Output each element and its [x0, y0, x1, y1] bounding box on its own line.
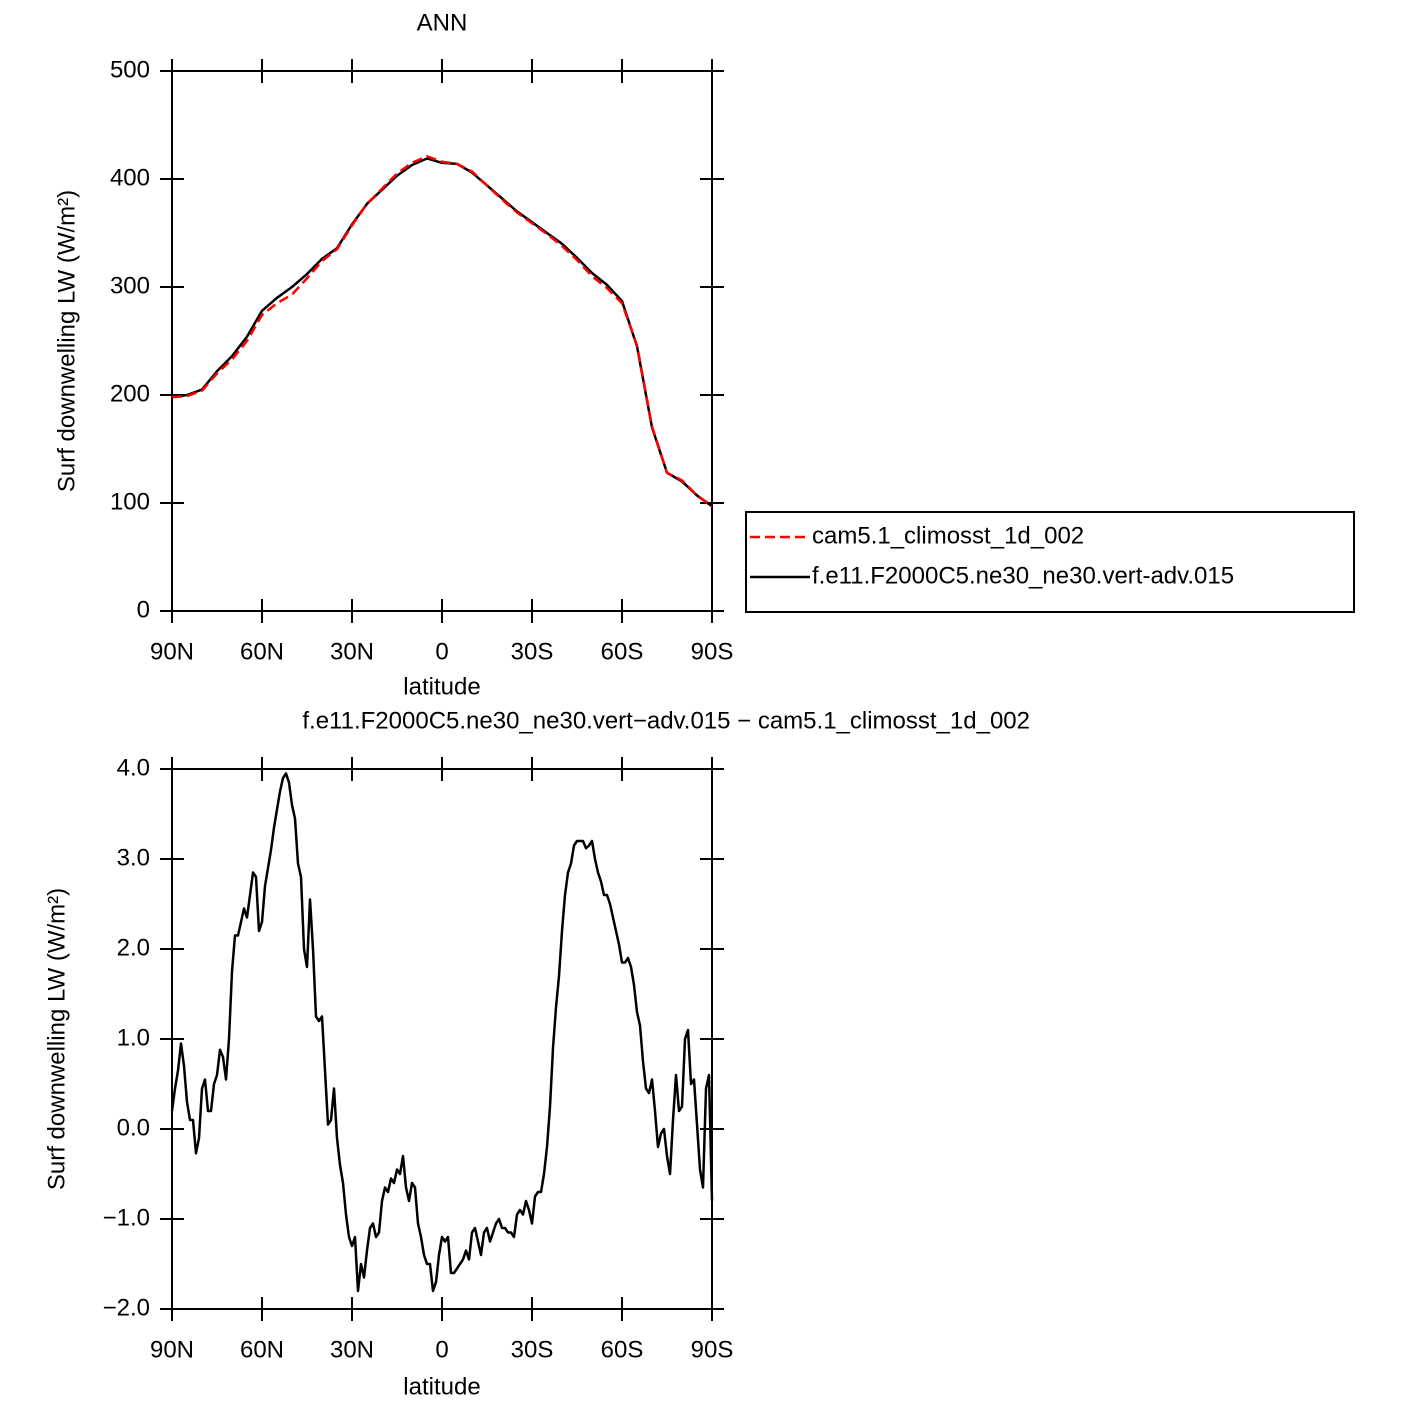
x-tick-label: 0	[435, 1336, 448, 1363]
x-axis-label: latitude	[403, 673, 480, 700]
chart-title: ANN	[417, 9, 468, 36]
y-tick-label: 2.0	[117, 934, 150, 961]
x-tick-label: 30S	[511, 1336, 554, 1363]
y-tick-label: 0	[137, 596, 150, 623]
y-tick-label: 4.0	[117, 754, 150, 781]
x-tick-label: 90N	[150, 638, 194, 665]
x-tick-label: 60N	[240, 638, 284, 665]
legend-box	[745, 511, 1355, 613]
plot-frame	[171, 70, 713, 612]
plot-frame	[171, 768, 713, 1310]
data-line	[171, 155, 713, 508]
x-axis-label: latitude	[403, 1373, 480, 1400]
y-tick-label: 300	[110, 272, 150, 299]
x-tick-label: 30S	[511, 638, 554, 665]
y-tick-label: 200	[110, 380, 150, 407]
y-tick-label: 3.0	[117, 844, 150, 871]
x-tick-label: 90N	[150, 1336, 194, 1363]
x-tick-label: 90S	[691, 1336, 734, 1363]
y-tick-label: 100	[110, 488, 150, 515]
y-axis-label: Surf downwelling LW (W/m²)	[53, 190, 80, 492]
x-tick-label: 0	[435, 638, 448, 665]
chart-title: f.e11.F2000C5.ne30_ne30.vert−adv.015 − c…	[302, 707, 1030, 734]
legend-label: cam5.1_climosst_1d_002	[812, 522, 1084, 549]
x-tick-label: 60N	[240, 1336, 284, 1363]
y-tick-label: 400	[110, 164, 150, 191]
x-tick-label: 60S	[601, 638, 644, 665]
x-tick-label: 30N	[330, 1336, 374, 1363]
y-tick-label: 1.0	[117, 1024, 150, 1051]
x-tick-label: 60S	[601, 1336, 644, 1363]
y-tick-label: 0.0	[117, 1114, 150, 1141]
x-tick-label: 30N	[330, 638, 374, 665]
legend-label: f.e11.F2000C5.ne30_ne30.vert-adv.015	[812, 562, 1234, 589]
data-line	[170, 772, 714, 1293]
y-tick-label: −2.0	[103, 1294, 150, 1321]
y-tick-label: −1.0	[103, 1204, 150, 1231]
y-tick-label: 500	[110, 56, 150, 83]
x-tick-label: 90S	[691, 638, 734, 665]
y-axis-label: Surf downwelling LW (W/m²)	[43, 888, 70, 1190]
